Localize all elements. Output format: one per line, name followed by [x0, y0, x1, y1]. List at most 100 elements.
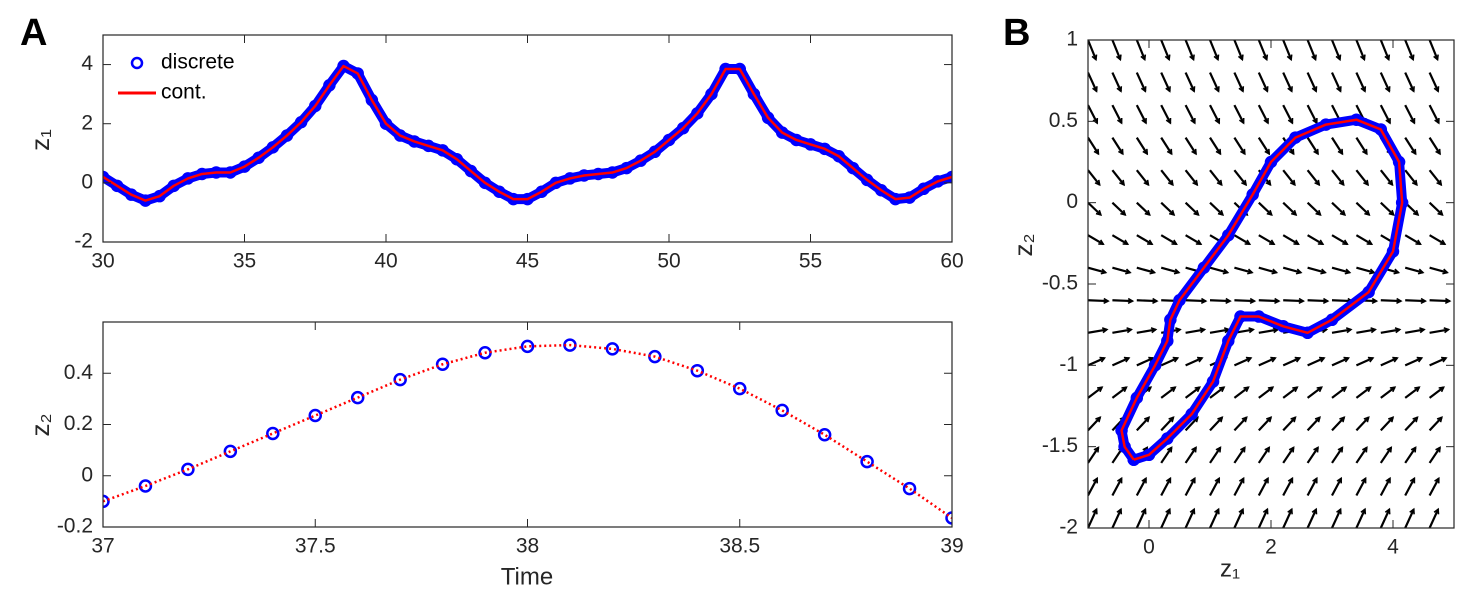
- quiver-arrow: [1428, 477, 1440, 496]
- quiver-arrow: [1282, 416, 1297, 432]
- quiver-head: [1093, 446, 1100, 453]
- quiver-head: [1216, 179, 1223, 187]
- quiver-head: [1316, 386, 1323, 393]
- quiver-head: [1166, 446, 1173, 453]
- data-point: [1161, 432, 1174, 445]
- quiver-arrow: [1283, 299, 1304, 303]
- x-tick-label: 38: [516, 535, 539, 558]
- quiver-arrow: [1111, 137, 1124, 155]
- quiver-head: [1244, 239, 1252, 245]
- quiver-head: [1093, 148, 1100, 156]
- quiver-head: [1362, 148, 1368, 156]
- quiver-arrow: [1404, 72, 1415, 92]
- quiver-head: [1098, 239, 1105, 245]
- quiver-head: [1271, 268, 1279, 275]
- y-tick-label: -1: [1059, 353, 1078, 376]
- x-tick-label: 45: [516, 250, 539, 273]
- quiver-arrow: [1184, 477, 1196, 496]
- quiver-arrow: [1307, 357, 1325, 367]
- quiver-head: [1170, 386, 1177, 393]
- quiver-arrow: [1234, 266, 1253, 274]
- quiver-arrow: [1088, 508, 1098, 528]
- quiver-arrow: [1111, 508, 1122, 528]
- quiver-arrow: [1331, 446, 1344, 464]
- quiver-head: [1384, 86, 1391, 93]
- quiver-arrow: [1404, 137, 1417, 155]
- quiver-arrow: [1233, 386, 1250, 399]
- quiver-head: [1262, 507, 1269, 515]
- quiver-arrow: [1160, 234, 1178, 246]
- quiver-arrow: [1331, 386, 1347, 399]
- quiver-head: [1140, 86, 1147, 93]
- quiver-head: [1144, 416, 1151, 423]
- data-point: [902, 481, 917, 496]
- quiver-head: [1141, 117, 1147, 125]
- quiver-head: [1190, 117, 1196, 125]
- data-point: [804, 138, 817, 151]
- quiver-arrow: [1379, 104, 1391, 124]
- quiver-head: [1409, 86, 1415, 93]
- quiver-arrow: [1405, 328, 1425, 334]
- quiver-arrow: [1404, 508, 1415, 528]
- quiver-head: [1262, 86, 1269, 93]
- data-point: [1362, 285, 1375, 299]
- x-tick-label: 50: [657, 250, 680, 273]
- data-point: [1276, 320, 1290, 333]
- quiver-head: [1434, 117, 1440, 125]
- quiver-head: [1241, 179, 1248, 187]
- quiver-head: [1288, 148, 1295, 156]
- data-point: [817, 428, 832, 442]
- data-point: [1301, 326, 1314, 340]
- quiver-head: [1167, 179, 1174, 187]
- quiver-arrow: [1160, 201, 1175, 216]
- quiver-head: [1360, 476, 1367, 484]
- quiver-head: [1311, 86, 1318, 93]
- quiver-arrow: [1088, 40, 1097, 60]
- quiver-arrow: [1428, 72, 1440, 92]
- quiver-arrow: [1380, 201, 1395, 216]
- quiver-arrow: [1258, 299, 1279, 303]
- quiver-head: [1149, 268, 1157, 275]
- quiver-head: [1338, 179, 1345, 187]
- quiver-head: [1141, 476, 1147, 484]
- data-point: [181, 462, 195, 477]
- data-point: [931, 175, 945, 188]
- quiver-arrow: [1429, 299, 1450, 303]
- quiver-head: [1433, 86, 1440, 93]
- data-point: [1148, 359, 1162, 372]
- quiver-head: [1393, 268, 1401, 275]
- quiver-head: [1370, 327, 1377, 334]
- quiver-head: [1247, 268, 1254, 275]
- quiver-arrow: [1234, 299, 1255, 303]
- quiver-head: [1298, 297, 1305, 305]
- quiver-arrow: [1088, 72, 1098, 92]
- quiver-head: [1240, 148, 1246, 156]
- quiver-head: [1215, 148, 1222, 156]
- quiver-head: [1267, 386, 1275, 393]
- quiver-arrow: [1257, 104, 1269, 124]
- data-point: [832, 149, 846, 163]
- quiver-arrow: [1356, 328, 1376, 334]
- x-tick-label: 35: [233, 250, 256, 273]
- quiver-arrow: [1233, 72, 1244, 92]
- quiver-head: [1099, 356, 1106, 363]
- quiver-arrow: [1111, 477, 1123, 496]
- quiver-head: [1435, 446, 1441, 453]
- y-axis-label: z₂: [25, 413, 55, 436]
- data-point: [860, 454, 874, 469]
- quiver-arrow: [1088, 328, 1108, 334]
- x-tick-label: 30: [91, 250, 114, 273]
- quiver-head: [1120, 209, 1127, 217]
- legend-label: discrete: [161, 51, 235, 74]
- quiver-arrow: [1331, 328, 1352, 334]
- quiver-head: [1172, 356, 1180, 363]
- y-tick-label: 0: [81, 463, 93, 486]
- quiver-arrow: [1184, 446, 1197, 464]
- quiver-arrow: [1184, 416, 1199, 432]
- quiver-arrow: [1209, 201, 1224, 216]
- data-point: [1130, 391, 1144, 405]
- quiver-arrow: [1428, 386, 1445, 399]
- quiver-head: [1263, 117, 1269, 125]
- data-point: [648, 145, 662, 159]
- quiver-head: [1266, 209, 1273, 217]
